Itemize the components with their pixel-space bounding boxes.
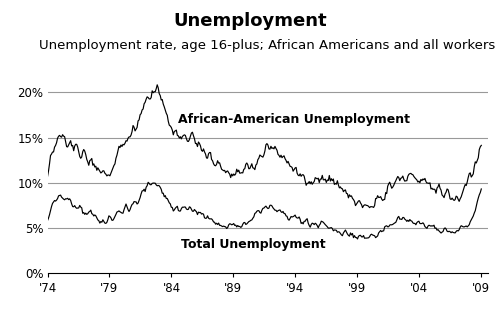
Title: Unemployment rate, age 16-plus; African Americans and all workers: Unemployment rate, age 16-plus; African …: [40, 39, 496, 52]
Text: Unemployment: Unemployment: [173, 12, 327, 30]
Text: Total Unemployment: Total Unemployment: [182, 238, 326, 251]
Text: African-American Unemployment: African-American Unemployment: [178, 113, 410, 126]
